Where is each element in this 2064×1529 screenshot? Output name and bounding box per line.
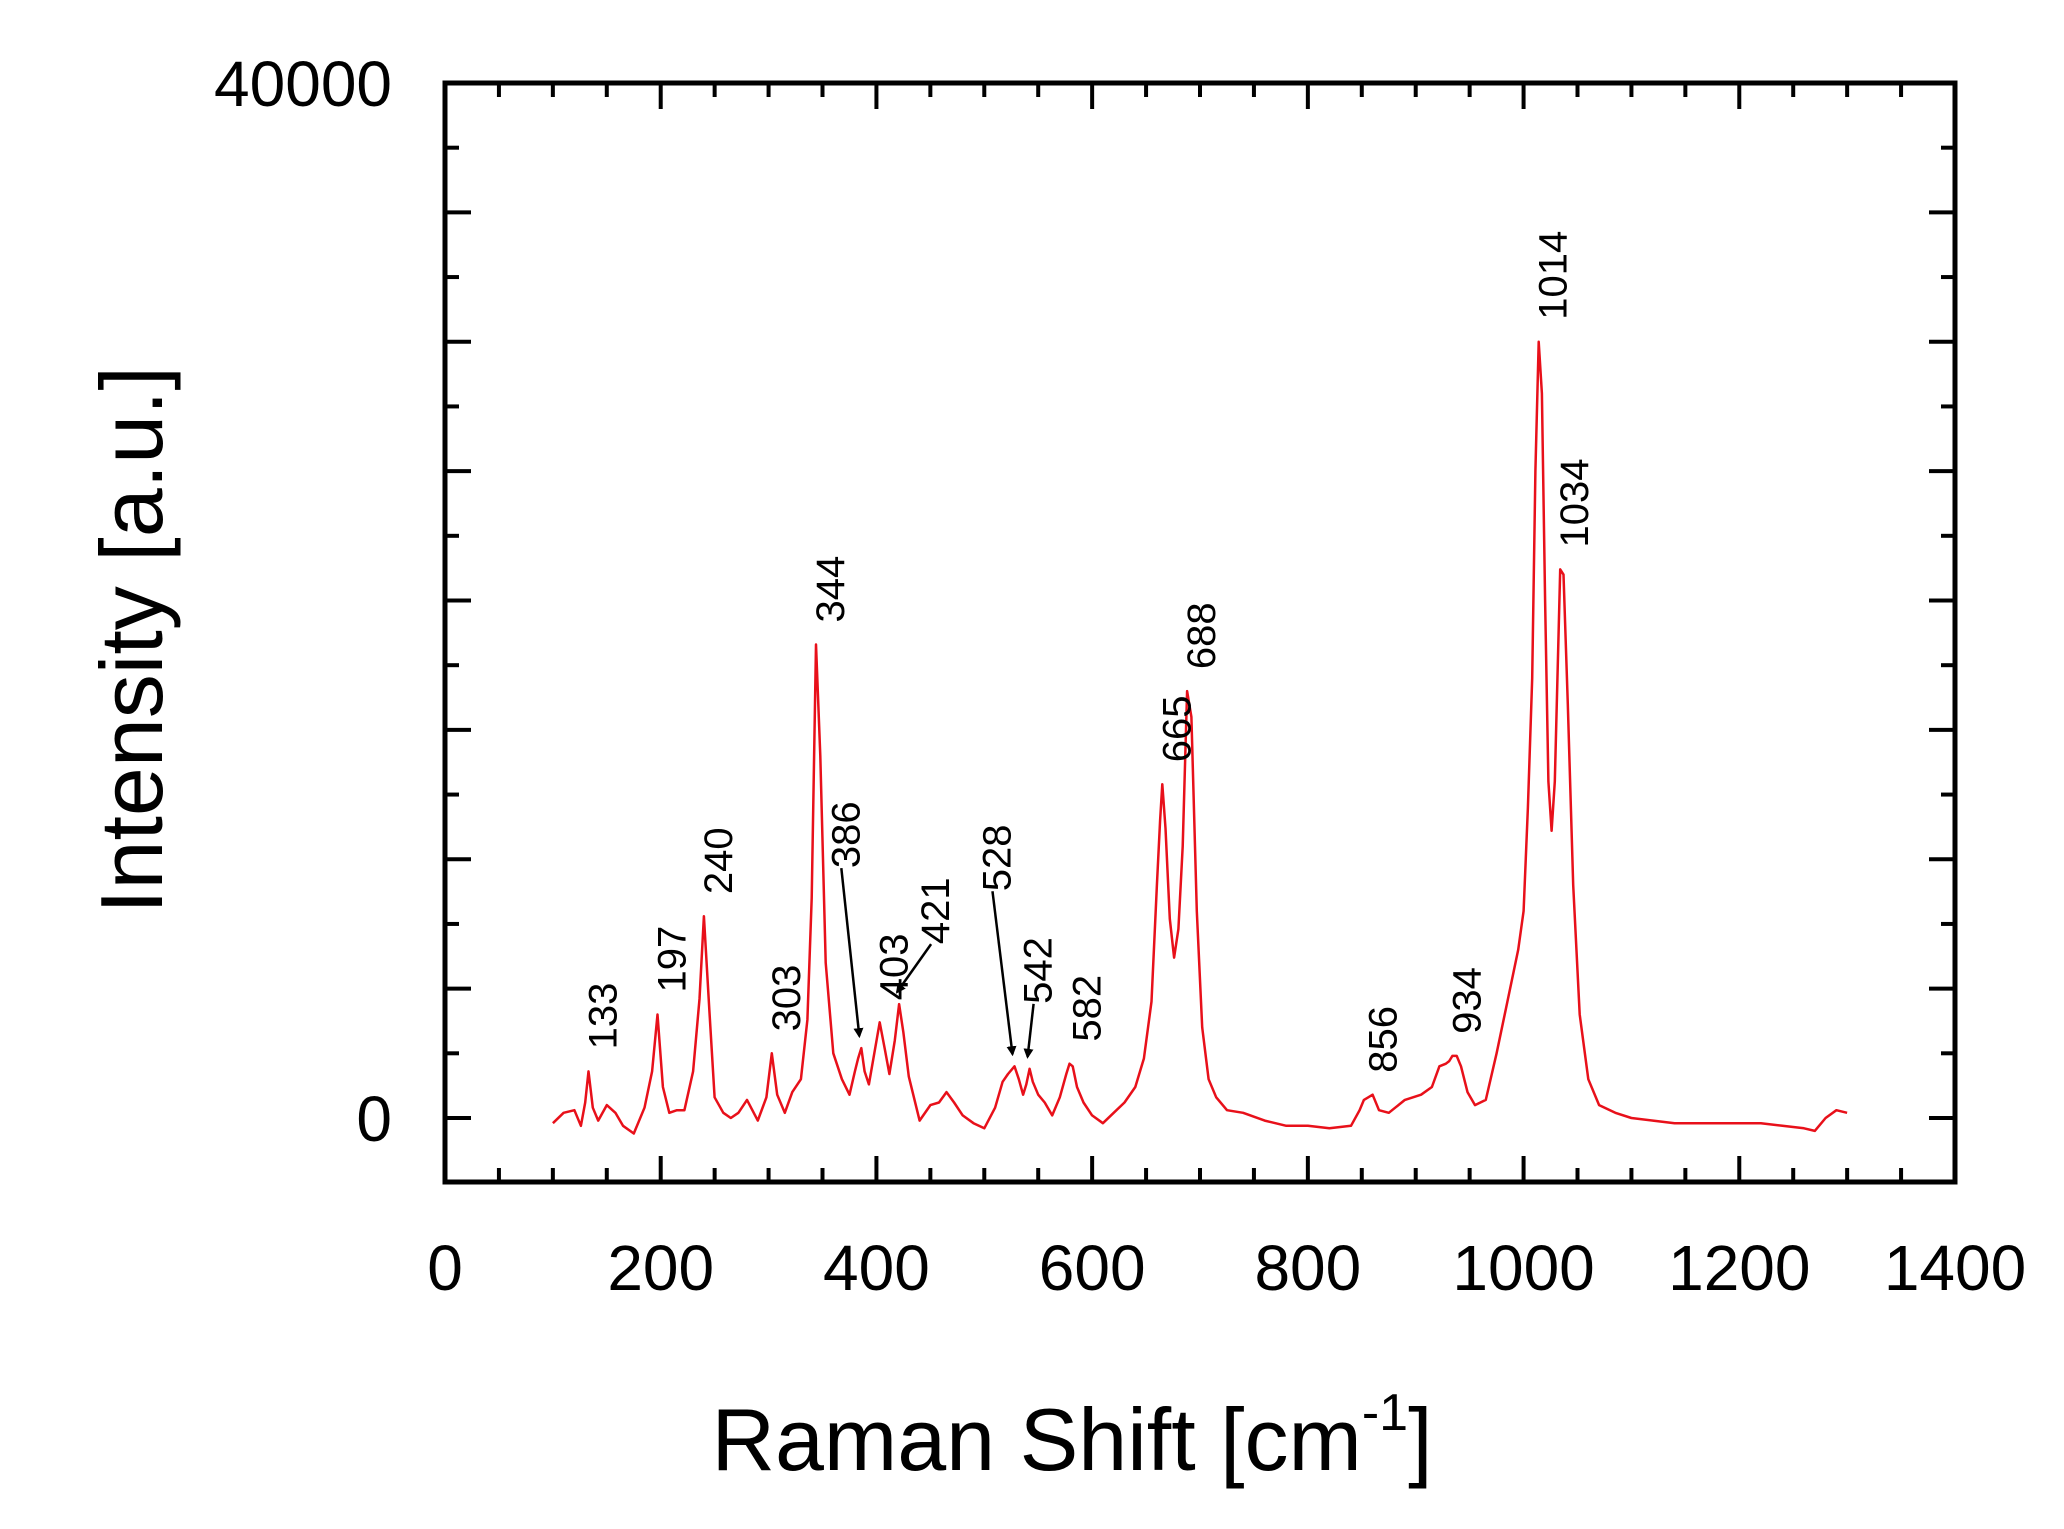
peak-arrow xyxy=(1023,1003,1035,1059)
peak-label: 403 xyxy=(873,934,917,1001)
peak-arrow xyxy=(840,868,864,1039)
x-tick-label: 1200 xyxy=(1668,1232,1810,1304)
peak-label: 197 xyxy=(650,926,694,993)
peak-label: 688 xyxy=(1180,602,1224,669)
peak-label: 1014 xyxy=(1532,231,1576,320)
x-axis-title: Raman Shift [cm-1] xyxy=(711,1384,1432,1489)
peak-label: 856 xyxy=(1361,1006,1405,1073)
peak-arrow xyxy=(991,891,1017,1057)
axis-tick-labels: 0 200 400 600 800 1000 1200 1400 40000 0 xyxy=(214,48,2026,1304)
peak-label: 665 xyxy=(1155,695,1199,762)
spectrum-line xyxy=(552,340,1848,1135)
peak-label: 240 xyxy=(697,827,741,894)
peak-arrow xyxy=(895,943,933,994)
y-tick-label: 40000 xyxy=(214,48,392,120)
peak-label: 421 xyxy=(914,877,958,944)
x-tick-label: 400 xyxy=(823,1232,930,1304)
peak-label: 386 xyxy=(824,801,868,868)
x-tick-label: 0 xyxy=(427,1232,463,1304)
x-tick-label: 600 xyxy=(1039,1232,1146,1304)
x-axis-title-superscript: -1 xyxy=(1362,1384,1408,1442)
x-tick-label: 200 xyxy=(607,1232,714,1304)
peak-label: 934 xyxy=(1445,967,1489,1034)
x-tick-label: 1000 xyxy=(1452,1232,1594,1304)
peak-label: 303 xyxy=(765,965,809,1032)
peak-label: 542 xyxy=(1017,937,1061,1004)
x-tick-label: 800 xyxy=(1254,1232,1361,1304)
peak-label: 133 xyxy=(581,983,625,1050)
plot-frame xyxy=(442,80,1958,1185)
peak-label: 344 xyxy=(809,556,853,623)
peak-label: 1034 xyxy=(1553,458,1597,547)
y-axis-title: Intensity [a.u.] xyxy=(82,366,181,914)
x-axis-title-main: Raman Shift [cm xyxy=(711,1390,1361,1489)
y-tick-label: 0 xyxy=(356,1083,392,1155)
peak-label: 528 xyxy=(975,825,1019,892)
x-tick-label: 1400 xyxy=(1884,1232,2026,1304)
x-axis-title-suffix: ] xyxy=(1408,1390,1432,1489)
peak-label: 582 xyxy=(1066,975,1110,1042)
